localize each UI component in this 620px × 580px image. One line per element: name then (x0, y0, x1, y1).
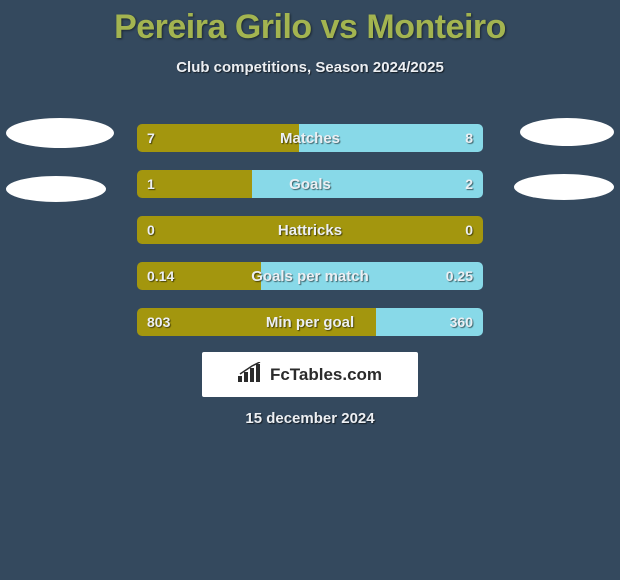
stat-segment-left (137, 124, 299, 152)
right-ovals-column (514, 118, 614, 200)
bar-chart-icon (238, 362, 264, 387)
source-badge: FcTables.com (202, 352, 418, 397)
left-ovals-column (6, 118, 114, 202)
stat-segment-left (137, 308, 376, 336)
stat-segment-left (137, 170, 252, 198)
stat-row: Min per goal803360 (137, 308, 483, 336)
subtitle: Club competitions, Season 2024/2025 (0, 59, 620, 76)
stat-row: Goals12 (137, 170, 483, 198)
stat-segment-right (299, 124, 483, 152)
page-title: Pereira Grilo vs Monteiro (0, 0, 620, 47)
decorative-oval (6, 118, 114, 148)
date-text: 15 december 2024 (0, 410, 620, 427)
stat-bars: Matches78 Goals12 Hattricks00 Goals per mat… (137, 124, 483, 336)
stat-row: Matches78 (137, 124, 483, 152)
stat-row: Goals per match0.140.25 (137, 262, 483, 290)
source-badge-text: FcTables.com (270, 365, 382, 385)
stat-segment-left (137, 216, 483, 244)
stat-segment-right (376, 308, 483, 336)
stat-row: Hattricks00 (137, 216, 483, 244)
stat-segment-right (252, 170, 483, 198)
decorative-oval (6, 176, 106, 202)
decorative-oval (514, 174, 614, 200)
decorative-oval (520, 118, 614, 146)
stat-segment-right (261, 262, 483, 290)
stat-segment-left (137, 262, 261, 290)
